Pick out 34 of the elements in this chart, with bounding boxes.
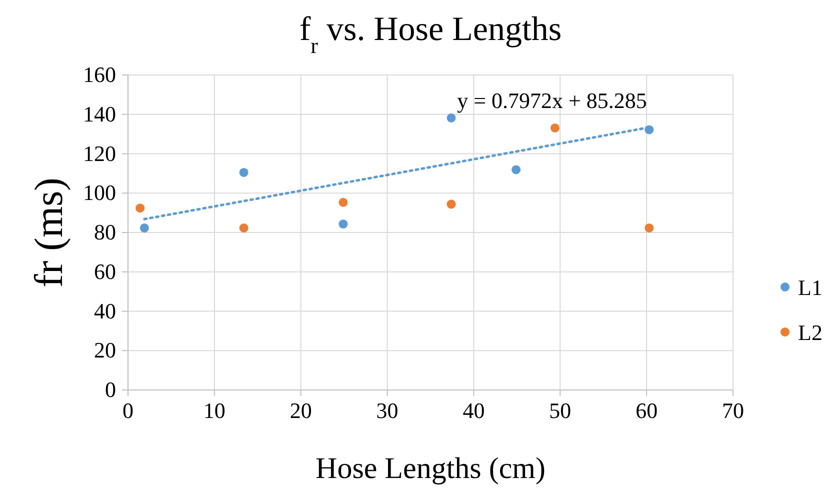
y-tick-label: 0 bbox=[105, 377, 116, 402]
point bbox=[140, 223, 149, 232]
y-tick-label: 40 bbox=[94, 298, 116, 324]
x-tick-label: 0 bbox=[122, 398, 134, 423]
point bbox=[239, 223, 248, 232]
point bbox=[338, 198, 348, 207]
y-tick-label: 140 bbox=[83, 101, 116, 126]
x-axis-title: Hose Lengths (cm) bbox=[316, 452, 546, 485]
x-tick-label: 60 bbox=[636, 398, 658, 423]
annotation: y = 0.7972x + 85.285 bbox=[457, 88, 647, 113]
x-tick-label: 70 bbox=[722, 398, 744, 423]
point bbox=[512, 165, 521, 174]
legend-label: L1 bbox=[798, 275, 822, 300]
x-tick-label: 20 bbox=[290, 398, 312, 423]
point bbox=[446, 200, 456, 209]
y-tick-label: 80 bbox=[94, 220, 116, 244]
y-tick-label: 20 bbox=[94, 338, 116, 363]
legend-label: L2 bbox=[798, 320, 822, 345]
y-tick-label: 120 bbox=[83, 140, 116, 166]
point bbox=[136, 204, 145, 213]
y-tick-label: 160 bbox=[83, 62, 116, 87]
point bbox=[239, 168, 248, 177]
chart-title: f$_{r}$ vs. Hose Lengths bbox=[299, 11, 562, 58]
y-tick-label: 100 bbox=[83, 180, 116, 206]
x-tick-label: 30 bbox=[376, 398, 398, 423]
x-tick-label: 50 bbox=[549, 398, 572, 423]
point bbox=[550, 123, 560, 132]
y-axis-title: fr (ms) bbox=[26, 178, 71, 288]
point bbox=[644, 223, 654, 232]
x-tick-label: 10 bbox=[203, 398, 226, 423]
point bbox=[446, 113, 456, 122]
x-tick-label: 40 bbox=[462, 398, 485, 423]
point bbox=[338, 220, 348, 229]
y-tick-label: 60 bbox=[94, 258, 116, 284]
